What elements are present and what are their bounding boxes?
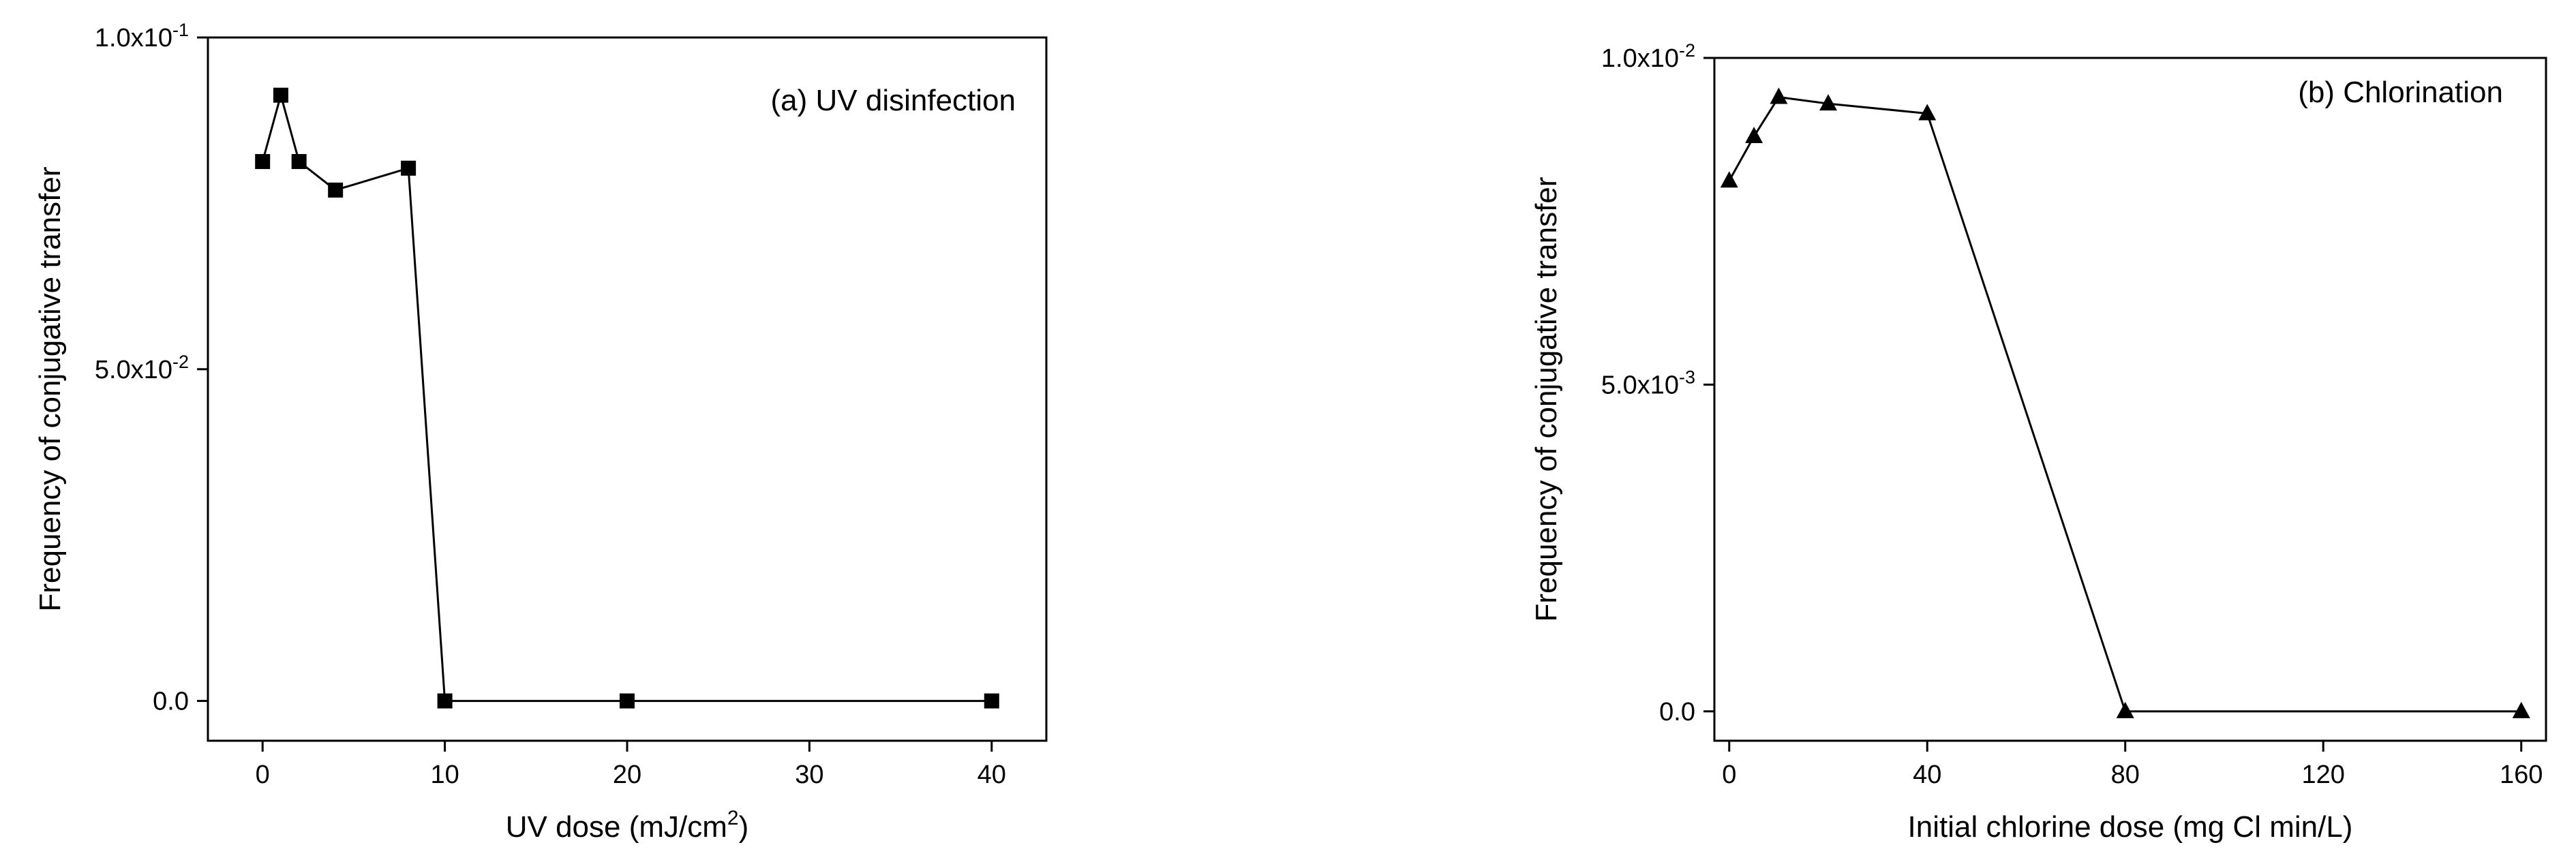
x-tick-label: 40 <box>978 761 1006 789</box>
panel-a-uv-disinfection: 0 10 20 30 40 0.0 5.0x10-2 1.0x10-1 (a) UV disin… <box>33 20 1048 844</box>
x-tick-label: 80 <box>2111 761 2140 789</box>
data-point <box>984 693 999 709</box>
x-axis-title: Initial chlorine dose (mg Cl min/L) <box>1908 810 2353 844</box>
y-tick-label: 0.0 <box>1659 698 1695 726</box>
x-tick-label: 0 <box>256 761 270 789</box>
x-axis-title: UV dose (mJ/cm2) <box>506 807 749 844</box>
x-tick-label: 120 <box>2302 761 2345 789</box>
data-point <box>620 693 635 709</box>
panel-annotation: (b) Chlorination <box>2298 76 2503 109</box>
data-point <box>291 154 307 170</box>
data-point <box>1745 127 1763 144</box>
x-axis-title-text: UV dose (mJ/cm <box>506 810 727 844</box>
data-point <box>401 160 416 176</box>
x-tick-label: 20 <box>613 761 641 789</box>
y-tick-label: 5.0x10-3 <box>1601 367 1695 399</box>
y-tick-label: 1.0x10-2 <box>1601 40 1695 73</box>
data-point <box>1819 94 1838 111</box>
y-tick-mantissa: 0.0 <box>153 688 189 716</box>
x-axis-title-end: ) <box>739 810 749 844</box>
y-tick-mantissa: 1.0x10 <box>95 24 172 52</box>
y-tick-label: 1.0x10-1 <box>95 20 189 52</box>
panel-b-chlorination: 0 40 80 120 160 0.0 5.0x10-3 1.0x10-2 (b) Chlori… <box>1530 40 2547 844</box>
series-line <box>1728 95 2521 713</box>
x-tick-label: 160 <box>2500 761 2543 789</box>
x-tick-label: 40 <box>1913 761 1941 789</box>
data-point <box>1720 171 1738 188</box>
y-tick-mantissa: 1.0x10 <box>1601 44 1679 73</box>
y-tick-exponent: -1 <box>172 20 189 40</box>
x-tick-label: 30 <box>795 761 823 789</box>
plot-frame <box>207 36 1048 742</box>
y-tick-label: 5.0x10-2 <box>95 352 189 384</box>
y-tick-exponent: -2 <box>172 352 189 372</box>
y-axis-title: Frequency of conjugative transfer <box>1530 176 1563 621</box>
data-point <box>1918 104 1937 121</box>
y-tick-label: 0.0 <box>153 688 189 716</box>
x-axis-title-superscript: 2 <box>727 807 739 829</box>
data-point <box>328 182 344 198</box>
y-axis-title: Frequency of conjugative transfer <box>33 166 67 611</box>
data-point <box>255 154 271 170</box>
data-point <box>437 693 453 709</box>
data-point <box>1770 87 1788 104</box>
data-point <box>2512 701 2530 718</box>
y-tick-exponent: -2 <box>1679 40 1695 61</box>
data-point <box>2116 701 2134 718</box>
y-tick-mantissa: 5.0x10 <box>95 356 172 384</box>
series-line <box>261 91 992 703</box>
y-tick-mantissa: 5.0x10 <box>1601 371 1679 399</box>
y-tick-mantissa: 0.0 <box>1659 698 1695 726</box>
x-tick-label: 0 <box>1722 761 1736 789</box>
y-tick-exponent: -3 <box>1679 367 1695 387</box>
plot-frame <box>1713 57 2547 742</box>
panel-annotation: (a) UV disinfection <box>771 84 1016 117</box>
x-tick-label: 10 <box>430 761 459 789</box>
data-point <box>273 87 288 103</box>
x-axis-title-text: Initial chlorine dose (mg Cl min/L) <box>1908 810 2353 844</box>
